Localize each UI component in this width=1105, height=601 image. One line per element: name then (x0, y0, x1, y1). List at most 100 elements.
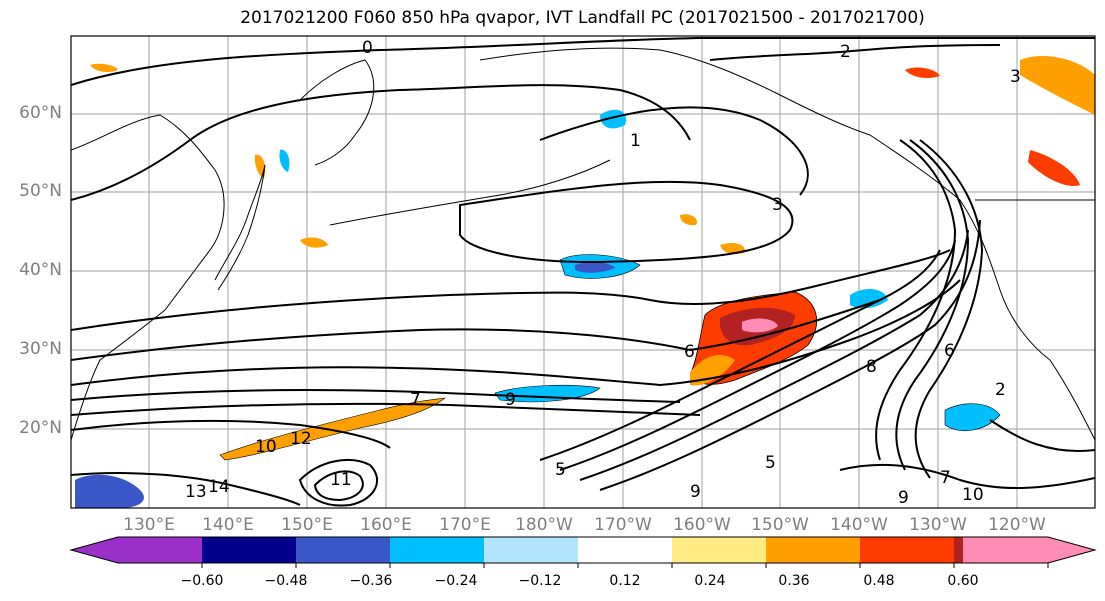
colorbar-segment (390, 537, 485, 563)
negative-patch-southwest (75, 474, 144, 508)
lat-label: 50°N (19, 181, 62, 201)
colorbar-tick: 0.12 (609, 573, 641, 589)
contour-south-band (71, 472, 301, 506)
positive-patch-misc-6 (254, 154, 266, 178)
contour-loop-south (298, 459, 379, 507)
contour-coastal-1 (875, 139, 957, 461)
contour-label: 9 (505, 390, 516, 410)
northamerica-coastline (869, 134, 1095, 441)
contour-coastal-2 (895, 139, 970, 471)
contour-7 (71, 279, 961, 387)
positive-band-subtropical (219, 397, 447, 461)
contour-label: 13 (185, 482, 207, 502)
colorbar-segment (766, 537, 861, 563)
colorbar-outline (69, 536, 1097, 564)
contour-jet-2 (559, 239, 956, 471)
negative-patch-coast (850, 288, 888, 309)
colorbar-tick: 0.36 (778, 573, 810, 589)
colorbar (69, 536, 1097, 568)
lon-label: 180°W (515, 515, 573, 535)
colorbar-segment (202, 537, 297, 563)
negative-patch-alaska (600, 109, 626, 129)
contour-label: 3 (1010, 67, 1021, 87)
colorbar-tick: 0.24 (694, 573, 726, 589)
positive-anomaly-edge (690, 354, 735, 386)
contour-label: 6 (684, 342, 695, 362)
contour-jet-1 (539, 249, 941, 461)
japan-coastline (214, 164, 266, 291)
lon-label: 130°E (123, 515, 175, 535)
lon-label: 130°W (909, 515, 967, 535)
asia-coastline (71, 114, 225, 441)
lat-label: 40°N (19, 260, 62, 280)
lon-label: 150°W (751, 515, 809, 535)
colorbar-tick: −0.12 (518, 573, 562, 589)
contour-loop-south-2 (313, 470, 364, 502)
negative-patch-east (944, 403, 1001, 431)
colorbar-tick: −0.48 (264, 573, 308, 589)
colorbar-extension-left (71, 537, 216, 563)
colorbar-segment (860, 537, 955, 563)
contour-10 (71, 419, 391, 449)
lon-label: 140°E (202, 515, 254, 535)
colorbar-tick: 0.48 (863, 573, 895, 589)
contour-label: 12 (290, 429, 312, 449)
contour-coastal-3 (914, 139, 984, 479)
lon-label: 120°W (988, 515, 1046, 535)
colorbar-extension-right (963, 537, 1095, 563)
ivt-contours (71, 36, 1095, 507)
contour-label: 8 (866, 357, 877, 377)
positive-patch-misc-4 (90, 63, 118, 73)
contour-9 (71, 402, 701, 416)
colorbar-tick: −0.60 (180, 573, 224, 589)
contour-label: 5 (765, 453, 776, 473)
colorbar-tick: 0.60 (947, 573, 979, 589)
positive-patch-northeast (1020, 55, 1095, 115)
lat-label: 60°N (19, 103, 62, 123)
contour-label: 0 (362, 38, 373, 58)
positive-patch-misc-5 (905, 67, 940, 78)
contour-5 (71, 249, 951, 331)
lon-label: 170°E (439, 515, 491, 535)
positive-patch-misc-3 (720, 242, 745, 255)
negative-patch-japan (279, 149, 290, 172)
colorbar-segment (578, 537, 673, 563)
contour-8 (71, 389, 681, 403)
positive-patch-canada (1028, 150, 1080, 186)
map-border (70, 35, 1096, 509)
contour-label: 5 (555, 460, 566, 480)
colorbar-tick: −0.36 (349, 573, 393, 589)
contour-label: 2 (840, 42, 851, 62)
contour-label: 9 (690, 482, 701, 502)
positive-patch-misc-2 (680, 214, 697, 226)
contour-labels: 0 1 2 3 3 5 6 7 7 9 9 10 10 11 12 13 14 … (185, 38, 1021, 508)
aleutians (329, 159, 611, 226)
lon-label: 160°W (673, 515, 731, 535)
positive-anomaly-peak (742, 318, 778, 333)
lat-label: 30°N (19, 339, 62, 359)
contour-1 (71, 84, 691, 201)
colorbar-segment (484, 537, 579, 563)
contour-0 (71, 36, 1095, 86)
lat-label: 20°N (19, 418, 62, 438)
contour-label: 2 (995, 380, 1006, 400)
contour-label: 10 (255, 437, 277, 457)
lon-label: 170°W (594, 515, 652, 535)
alaska-coastline (479, 47, 871, 136)
figure-title: 2017021200 F060 850 hPa qvapor, IVT Land… (240, 8, 925, 28)
lon-label: 150°E (281, 515, 333, 535)
contour-label: 10 (962, 485, 984, 505)
contour-3b (539, 106, 809, 196)
contour-label: 1 (630, 131, 641, 151)
contour-east (989, 419, 1095, 452)
colorbar-segment (672, 537, 767, 563)
contour-label: 14 (208, 477, 230, 497)
contour-label: 6 (944, 341, 955, 361)
contour-label: 11 (330, 470, 352, 490)
negative-patch-pacific-core (575, 262, 615, 273)
contour-label: 9 (898, 488, 909, 508)
contour-jet-3 (579, 229, 969, 481)
lon-label: 160°E (360, 515, 412, 535)
colorbar-tick: −0.24 (434, 573, 478, 589)
